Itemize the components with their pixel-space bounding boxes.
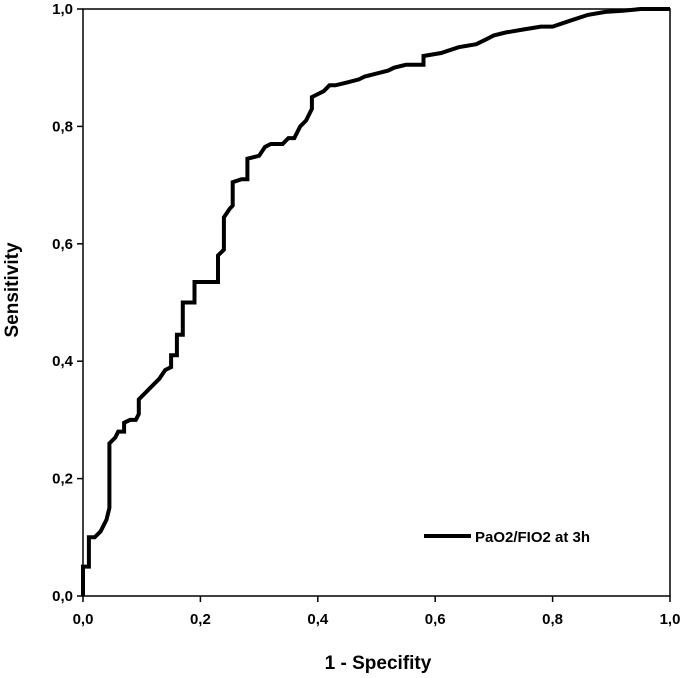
- y-tick-label: 0,8: [52, 118, 73, 135]
- roc-curve-line: [81, 7, 670, 596]
- x-tick-label: 0,8: [542, 611, 563, 628]
- legend-label: PaO2/FIO2 at 3h: [475, 529, 590, 546]
- plot-frame: [82, 8, 671, 597]
- y-axis-ticks: 0,0 0,2 0,4 0,6 0,8 1,0: [52, 1, 83, 605]
- x-tick-label: 1,0: [660, 611, 681, 628]
- y-tick-label: 0,4: [52, 353, 74, 370]
- x-tick-label: 0,2: [190, 611, 211, 628]
- x-tick-label: 0,0: [73, 611, 94, 628]
- y-tick-label: 0,0: [52, 588, 73, 605]
- x-axis-ticks: 0,0 0,2 0,4 0,6 0,8 1,0: [73, 596, 681, 628]
- x-tick-label: 0,6: [425, 611, 446, 628]
- y-tick-label: 1,0: [52, 1, 73, 18]
- legend: PaO2/FIO2 at 3h: [424, 529, 590, 546]
- y-tick-label: 0,6: [52, 236, 73, 253]
- x-tick-label: 0,4: [307, 611, 329, 628]
- y-tick-label: 0,2: [52, 471, 73, 488]
- x-axis-title: 1 - Specifity: [325, 653, 432, 674]
- y-axis-title: Sensitivity: [2, 242, 23, 337]
